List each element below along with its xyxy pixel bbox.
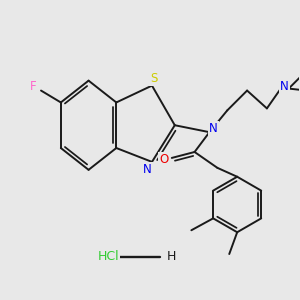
Text: F: F: [30, 80, 36, 93]
Text: S: S: [150, 72, 158, 85]
Text: N: N: [143, 163, 152, 176]
Text: HCl: HCl: [98, 250, 119, 263]
Text: H: H: [167, 250, 176, 263]
Text: N: N: [209, 122, 218, 135]
Text: N: N: [280, 80, 289, 93]
Text: O: O: [159, 153, 169, 167]
